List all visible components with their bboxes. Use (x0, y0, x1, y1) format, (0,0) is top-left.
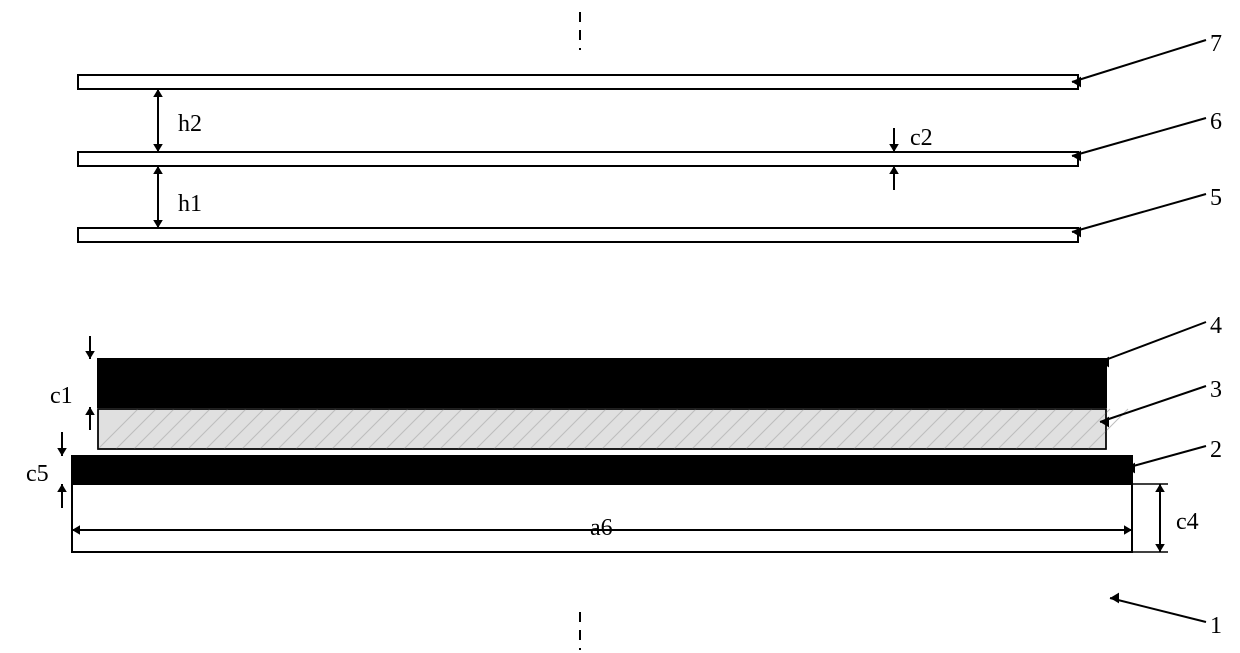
dim-label-c1: c1 (50, 384, 73, 408)
callout-7: 7 (1210, 32, 1222, 56)
dim-label-c5: c5 (26, 462, 49, 486)
callout-6: 6 (1210, 110, 1222, 134)
dim-label-a6: a6 (590, 516, 613, 540)
callout-1: 1 (1210, 614, 1222, 638)
dim-label-h1: h1 (178, 192, 202, 216)
callout-2: 2 (1210, 438, 1222, 462)
dim-label-c4: c4 (1176, 510, 1199, 534)
diagram-stage: 7 6 5 4 3 2 1 h2 h1 c2 c1 c5 a6 c4 (0, 0, 1240, 653)
dim-label-c2: c2 (910, 126, 933, 150)
callout-4: 4 (1210, 314, 1222, 338)
diagram-svg (0, 0, 1240, 653)
dim-label-h2: h2 (178, 112, 202, 136)
callout-5: 5 (1210, 186, 1222, 210)
callout-3: 3 (1210, 378, 1222, 402)
